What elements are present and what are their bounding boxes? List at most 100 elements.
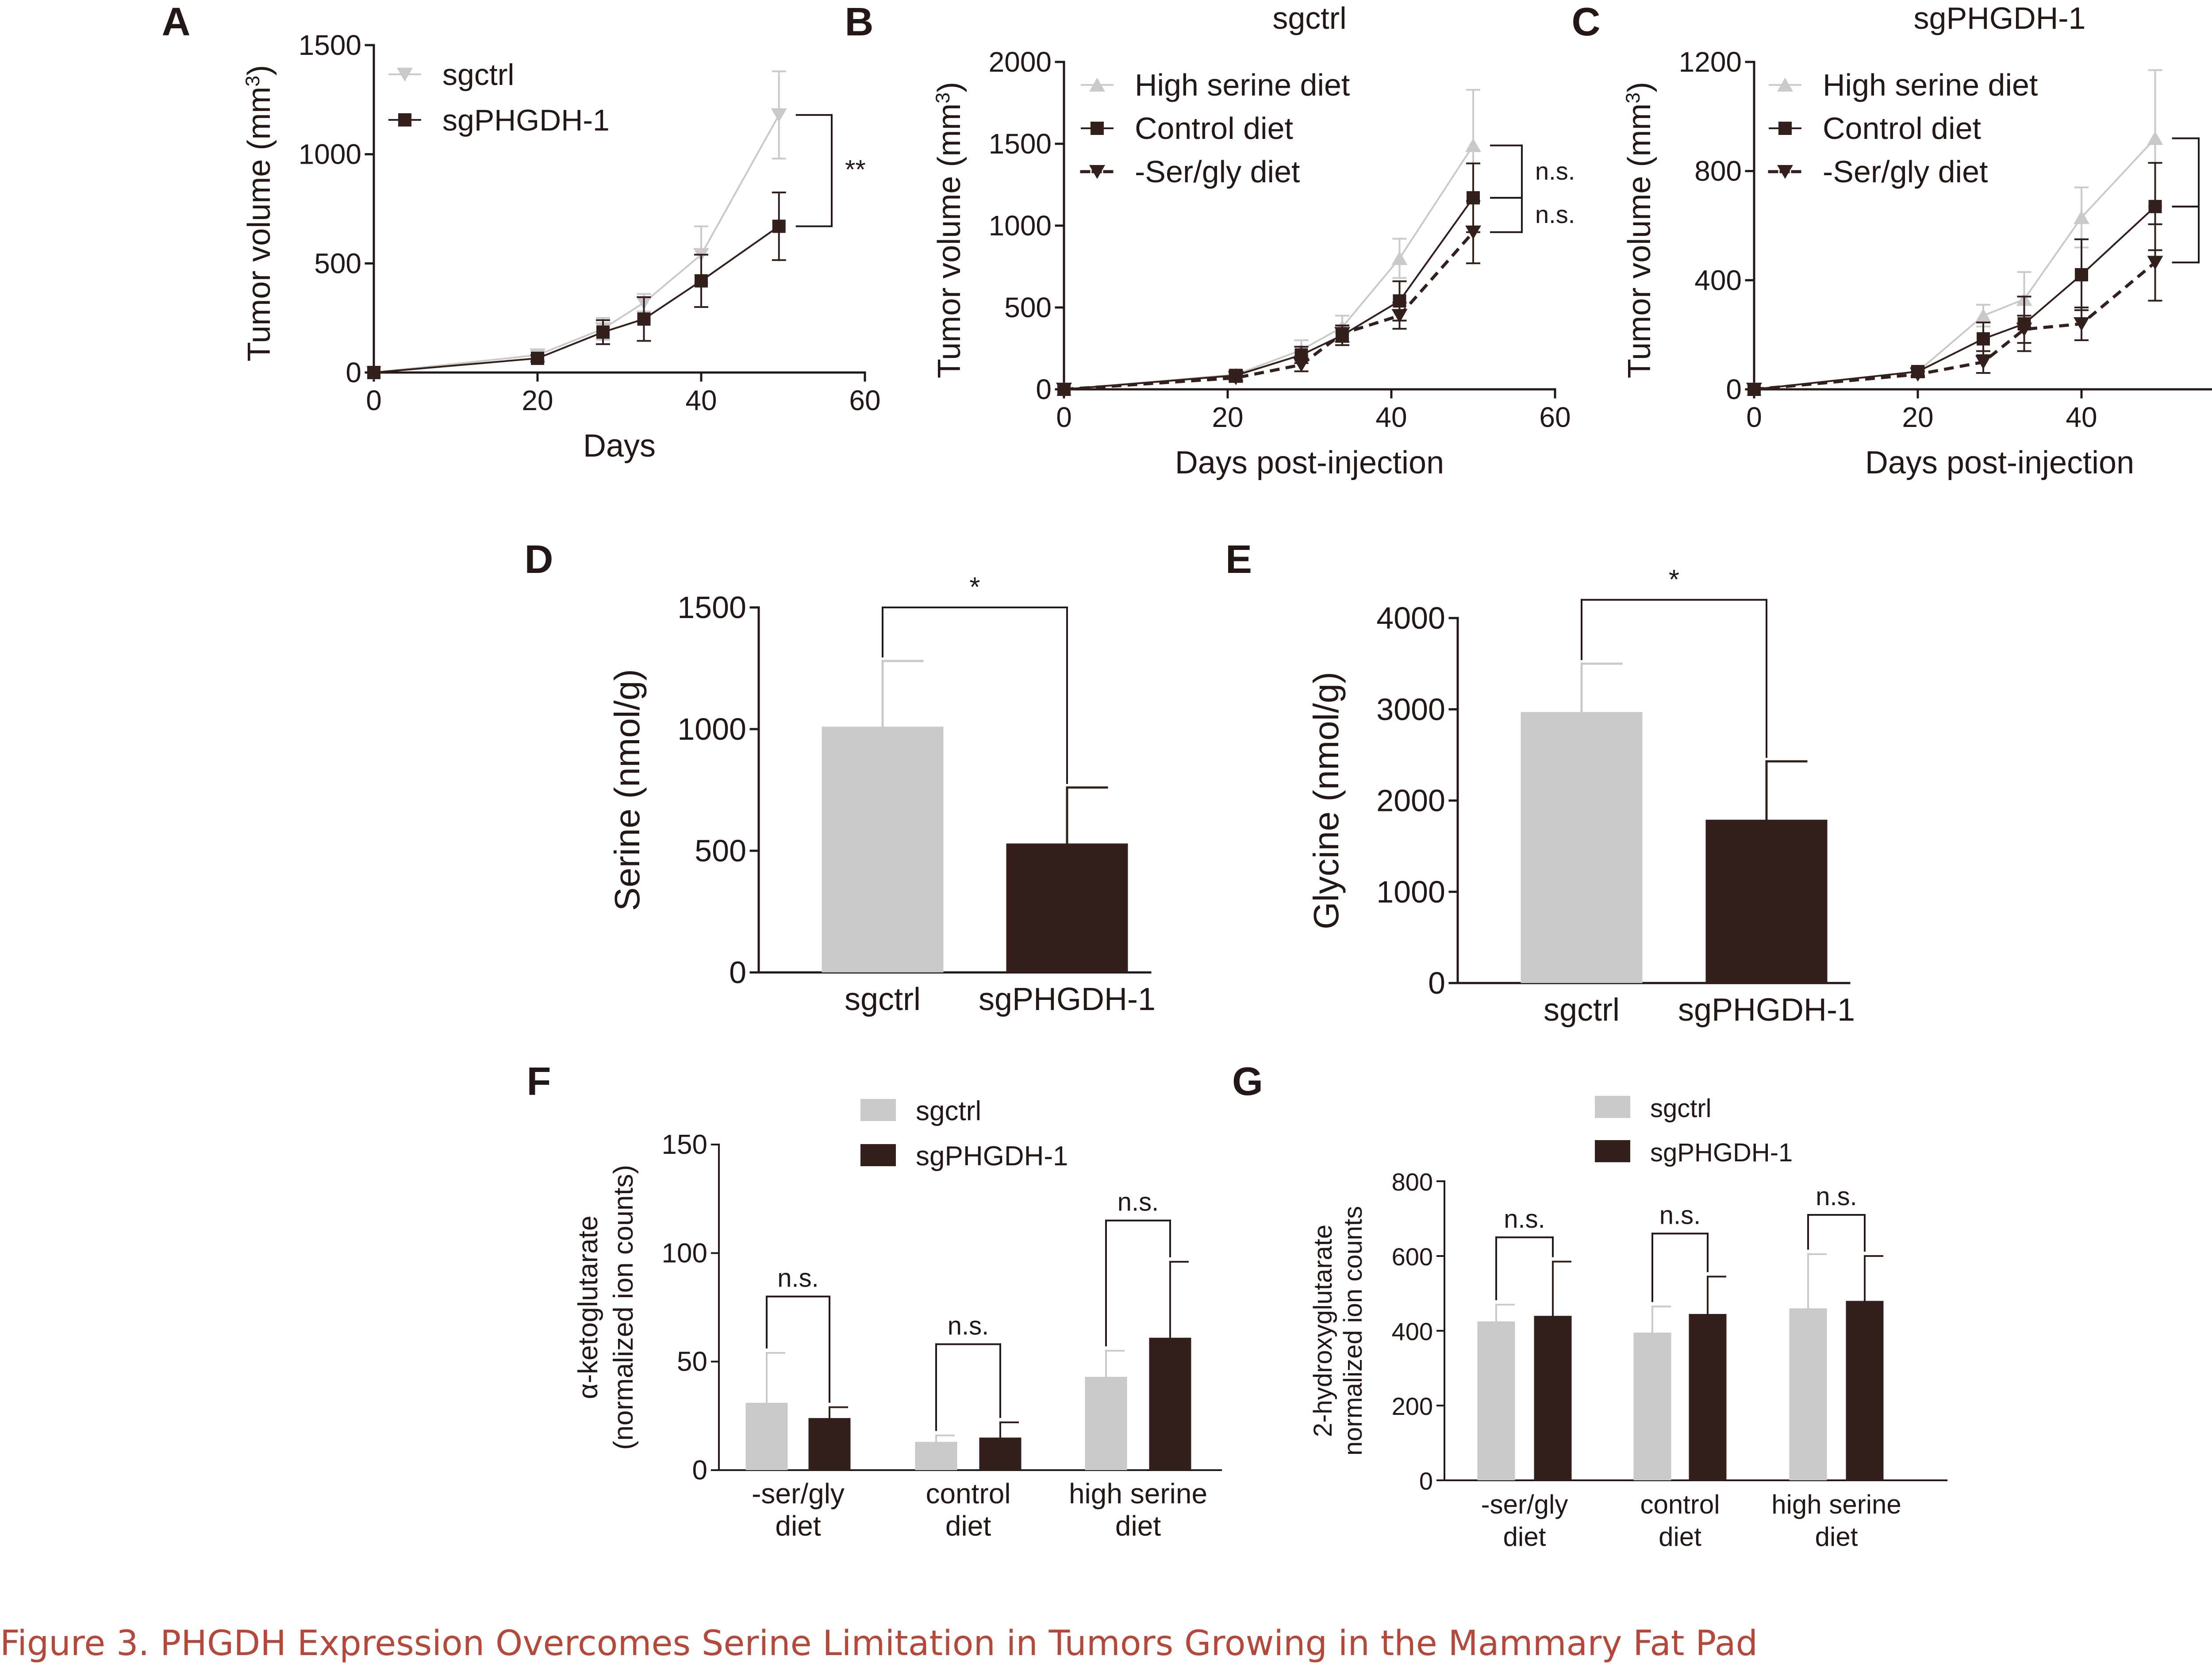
x-tick-label: 60	[849, 384, 880, 416]
significance-bracket: n.s.	[766, 1264, 830, 1403]
legend-entry: Control diet	[1769, 111, 1981, 146]
bar	[979, 1437, 1022, 1470]
x-tick-label: 0	[1746, 401, 1762, 433]
significance-label: n.s.	[1535, 157, 1575, 185]
series-1	[1057, 162, 1480, 396]
y-axis-title: Serine (nmol/g)	[607, 669, 647, 911]
panel-letter: C	[1572, 0, 1601, 44]
y-tick-label: 1500	[677, 590, 746, 625]
legend-swatch	[1595, 1096, 1630, 1118]
data-point	[1975, 308, 1991, 323]
panel-A: A 0 500 1000 1500 0 20 40 60 Days Tumor volume (mm…	[162, 0, 881, 464]
legend-entry: sgPHGDH-1	[1595, 1138, 1793, 1167]
y-axis-title: Glycine (nmol/g)	[1306, 672, 1346, 929]
data-point	[771, 108, 787, 123]
bar	[1149, 1337, 1191, 1470]
data-point	[2075, 268, 2088, 281]
data-point	[596, 325, 610, 339]
significance-bracket: *	[882, 572, 1068, 784]
data-point	[772, 219, 786, 233]
legend-label: -Ser/gly diet	[1823, 154, 1988, 189]
y-tick-label: 400	[1392, 1318, 1433, 1345]
data-point	[1746, 383, 1762, 397]
y-tick-label: 800	[1392, 1168, 1433, 1196]
significance-label: *	[1669, 565, 1679, 595]
legend-label: Control diet	[1823, 111, 1981, 146]
data-point	[1293, 358, 1310, 372]
series-1	[367, 192, 786, 379]
series-line	[1064, 197, 1474, 390]
y-axis-title: Tumor volume (mm3)	[242, 65, 277, 361]
legend-marker	[1777, 165, 1793, 179]
x-tick-label: control	[926, 1478, 1010, 1510]
x-tick-label: 20	[1902, 401, 1933, 433]
bar	[1846, 1301, 1884, 1480]
legend-entry: sgPHGDH-1	[860, 1141, 1068, 1172]
significance-bracket: n.s.	[935, 1311, 1001, 1431]
x-tick-label: 0	[366, 384, 382, 416]
data-point	[2147, 131, 2163, 145]
series-1	[1747, 162, 2162, 396]
panel-letter: G	[1232, 1060, 1263, 1104]
data-point	[637, 312, 651, 326]
legend-label: High serine diet	[1823, 68, 2038, 102]
x-tick-label: -ser/gly	[1481, 1490, 1568, 1519]
bar	[745, 1402, 788, 1470]
data-point	[1334, 327, 1350, 341]
significance-label: n.s.	[1118, 1188, 1159, 1217]
bar	[808, 1418, 851, 1470]
legend-marker	[398, 113, 411, 127]
y-tick-label: 1000	[677, 712, 746, 746]
panel-letter: D	[525, 538, 553, 582]
data-point	[2074, 317, 2089, 331]
legend-entry: High serine diet	[1081, 68, 1350, 102]
x-tick-label: diet	[1659, 1522, 1701, 1552]
significance-bracket: **	[795, 114, 866, 227]
legend-entry: sgPHGDH-1	[388, 104, 610, 137]
y-tick-label: 0	[1036, 373, 1052, 405]
legend-marker	[1777, 77, 1793, 92]
y-axis-title: (normalized ion counts)	[608, 1165, 639, 1450]
y-tick-label: 1000	[1376, 875, 1445, 909]
legend-marker	[1089, 165, 1105, 179]
y-tick-label: 1500	[299, 29, 361, 61]
bar	[1477, 1321, 1515, 1480]
significance-bracket: n.s.	[1490, 197, 1575, 233]
y-axis-title: normalized ion counts	[1339, 1206, 1367, 1456]
bar	[915, 1442, 957, 1470]
legend-entry: High serine diet	[1769, 68, 2038, 102]
x-tick-label: sgPHGDH-1	[979, 982, 1156, 1017]
significance-label: n.s.	[1659, 1201, 1701, 1229]
data-point	[2074, 210, 2089, 224]
bar	[1633, 1333, 1671, 1480]
significance-label: n.s.	[777, 1264, 819, 1292]
legend-label: sgPHGDH-1	[1650, 1138, 1793, 1167]
x-tick-label: diet	[1115, 1510, 1161, 1542]
significance-label: **	[845, 155, 866, 184]
panel-letter: E	[1225, 538, 1252, 582]
x-tick-label: 0	[1056, 401, 1072, 433]
significance-label: n.s.	[1535, 200, 1575, 228]
significance-bracket: n.s.	[1807, 1182, 1866, 1252]
y-tick-label: 500	[314, 247, 361, 279]
y-tick-label: 800	[1694, 155, 1742, 187]
y-tick-label: 200	[1392, 1392, 1433, 1420]
legend-label: -Ser/gly diet	[1135, 154, 1300, 189]
series-line	[1754, 206, 2156, 390]
panel-F: F 0 50 100 150 α-ketoglutarate (normalized ion…	[527, 1060, 1222, 1542]
y-tick-label: 1200	[1679, 46, 1742, 78]
legend-label: sgctrl	[916, 1096, 981, 1126]
series-line	[373, 114, 780, 373]
bar	[1689, 1314, 1727, 1480]
significance-bracket: n.s.	[1495, 1205, 1554, 1300]
significance-bracket: n.s.	[1651, 1201, 1709, 1302]
x-tick-label: 60	[1539, 401, 1571, 433]
significance-label: n.s.	[948, 1311, 989, 1340]
data-point	[2147, 256, 2163, 270]
legend-entry: sgctrl	[1595, 1094, 1712, 1123]
y-axis-title: Tumor volume (mm3)	[1622, 82, 1657, 378]
x-axis-title: Days post-injection	[1865, 445, 2134, 480]
